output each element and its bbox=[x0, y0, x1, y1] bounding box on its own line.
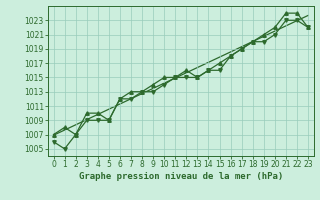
X-axis label: Graphe pression niveau de la mer (hPa): Graphe pression niveau de la mer (hPa) bbox=[79, 172, 283, 181]
